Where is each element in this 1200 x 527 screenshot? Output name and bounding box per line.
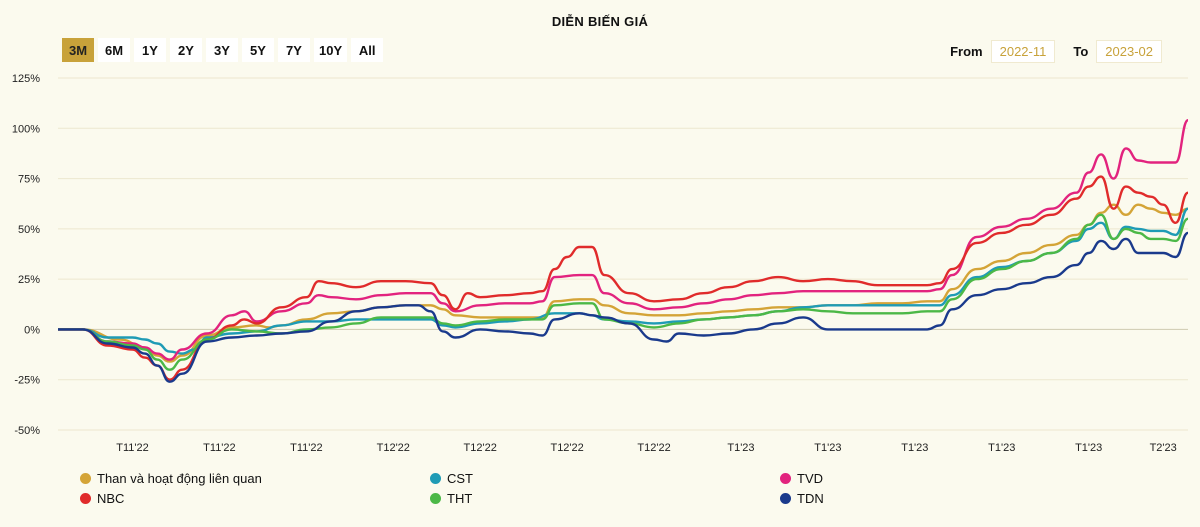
x-tick-label: T12'22 (464, 442, 497, 454)
series-line-nbc[interactable] (58, 175, 1189, 381)
legend-item[interactable]: TDN (780, 491, 824, 506)
legend-item[interactable]: CST (430, 471, 473, 486)
legend-dot-icon (780, 493, 791, 504)
from-date-input[interactable]: 2022-11 (990, 40, 1056, 63)
x-tick-label: T12'22 (637, 442, 670, 454)
x-tick-label: T12'22 (377, 442, 410, 454)
legend-dot-icon (780, 473, 791, 484)
y-tick-label: 25% (18, 274, 40, 286)
x-tick-label: T11'22 (203, 442, 235, 454)
range-button-2y[interactable]: 2Y (170, 38, 202, 62)
x-tick-label: T1'23 (814, 442, 841, 454)
legend-dot-icon (430, 493, 441, 504)
series-lines (58, 119, 1190, 383)
x-tick-label: T1'23 (1075, 442, 1102, 454)
y-tick-label: 50% (18, 224, 40, 236)
series-line-tdn[interactable] (58, 231, 1189, 383)
range-button-6m[interactable]: 6M (98, 38, 130, 62)
legend-item[interactable]: Than và hoạt động liên quan (80, 471, 262, 486)
y-tick-label: 100% (12, 123, 40, 135)
range-button-1y[interactable]: 1Y (134, 38, 166, 62)
legend-label: Than và hoạt động liên quan (97, 471, 262, 486)
legend-label: TVD (797, 471, 823, 486)
y-tick-label: -25% (14, 375, 40, 387)
y-tick-label: 125% (12, 73, 40, 85)
range-button-5y[interactable]: 5Y (242, 38, 274, 62)
range-selector: 3M 6M 1Y 2Y 3Y 5Y 7Y 10Y All (62, 38, 384, 62)
x-tick-label: T1'23 (901, 442, 928, 454)
x-tick-label: T1'23 (727, 442, 754, 454)
x-tick-label: T11'22 (290, 442, 322, 454)
x-tick-label: T1'23 (988, 442, 1015, 454)
legend-label: THT (447, 491, 473, 506)
date-range: From 2022-11 To 2023-02 (950, 40, 1162, 63)
x-tick-label: T12'22 (550, 442, 583, 454)
legend-label: NBC (97, 491, 125, 506)
series-line-than-v-ho-t-ng-li-n-quan[interactable] (58, 203, 1189, 363)
legend-label: CST (447, 471, 473, 486)
legend-item[interactable]: TVD (780, 471, 823, 486)
series-line-tvd[interactable] (58, 119, 1190, 361)
x-tick-label: T11'22 (116, 442, 148, 454)
y-tick-label: -50% (14, 425, 40, 437)
x-axis: T11'22 T11'22 T11'22 T12'22 T12'22 T12'22 T12'… (116, 442, 1176, 454)
chart-title: DIỄN BIẾN GIÁ (551, 14, 649, 29)
y-tick-label: 0% (24, 324, 40, 336)
range-button-3m[interactable]: 3M (62, 38, 94, 62)
legend-item[interactable]: THT (430, 491, 472, 506)
grid (58, 77, 1188, 431)
to-date-input[interactable]: 2023-02 (1096, 40, 1162, 63)
legend-dot-icon (430, 473, 441, 484)
legend-dot-icon (80, 473, 91, 484)
range-button-3y[interactable]: 3Y (206, 38, 238, 62)
range-button-all[interactable]: All (351, 38, 384, 62)
y-tick-label: 75% (18, 174, 40, 186)
y-axis: 125% 100% 75% 50% 25% 0% -25% -50% (12, 73, 40, 437)
series-line-cst[interactable] (58, 207, 1189, 355)
legend-item[interactable]: NBC (80, 491, 124, 506)
range-button-10y[interactable]: 10Y (314, 38, 348, 62)
x-tick-label: T2'23 (1150, 442, 1177, 454)
to-label: To (1073, 44, 1089, 59)
legend-label: TDN (797, 491, 824, 506)
range-button-7y[interactable]: 7Y (278, 38, 310, 62)
legend-dot-icon (80, 493, 91, 504)
from-label: From (950, 44, 983, 59)
